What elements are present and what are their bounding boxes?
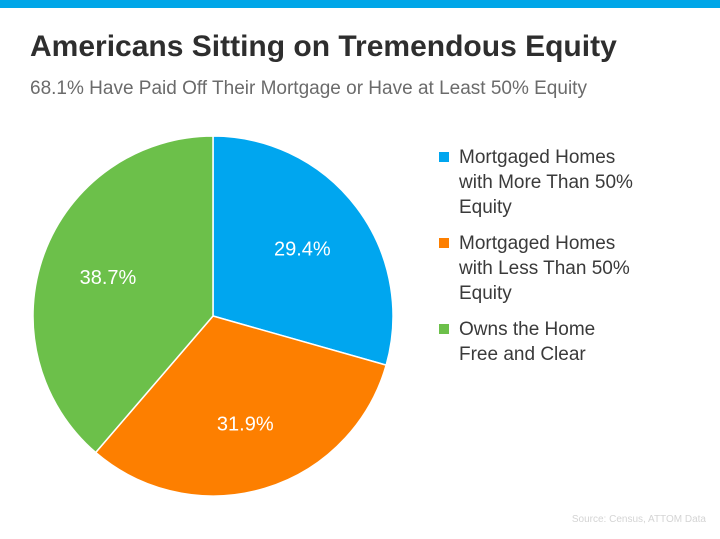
top-accent-bar — [0, 0, 720, 8]
chart-subtitle: 68.1% Have Paid Off Their Mortgage or Ha… — [30, 78, 587, 99]
legend-item-less-than-50: Mortgaged Homes with Less Than 50% Equit… — [437, 231, 707, 306]
legend-line: Equity — [459, 197, 512, 218]
legend-line: with More Than 50% — [459, 172, 633, 193]
legend-item-more-than-50: Mortgaged Homes with More Than 50% Equit… — [437, 145, 707, 220]
legend-swatch — [439, 324, 449, 334]
legend: Mortgaged Homes with More Than 50% Equit… — [437, 145, 707, 378]
legend-item-free-and-clear: Owns the Home Free and Clear — [437, 317, 707, 367]
legend-line: Free and Clear — [459, 344, 586, 365]
source-note: Source: Census, ATTOM Data — [571, 514, 706, 525]
legend-line: Mortgaged Homes — [459, 233, 616, 254]
pie-slice-free-and-clear — [32, 135, 214, 454]
slice-value-label: 29.4% — [274, 238, 331, 260]
slice-value-label: 38.7% — [80, 267, 137, 289]
legend-label: Mortgaged Homes with More Than 50% Equit… — [459, 145, 707, 220]
slice-value-label: 31.9% — [217, 413, 274, 435]
legend-label: Mortgaged Homes with Less Than 50% Equit… — [459, 231, 707, 306]
legend-line: with Less Than 50% — [459, 258, 630, 279]
pie-slice-less-than-50 — [94, 315, 388, 497]
legend-swatch — [439, 238, 449, 248]
legend-line: Owns the Home — [459, 319, 596, 340]
pie-slice-more-than-50 — [212, 135, 394, 367]
chart-title: Americans Sitting on Tremendous Equity — [30, 30, 617, 63]
legend-line: Equity — [459, 283, 512, 304]
legend-label: Owns the Home Free and Clear — [459, 317, 707, 367]
legend-swatch — [439, 152, 449, 162]
legend-line: Mortgaged Homes — [459, 147, 616, 168]
